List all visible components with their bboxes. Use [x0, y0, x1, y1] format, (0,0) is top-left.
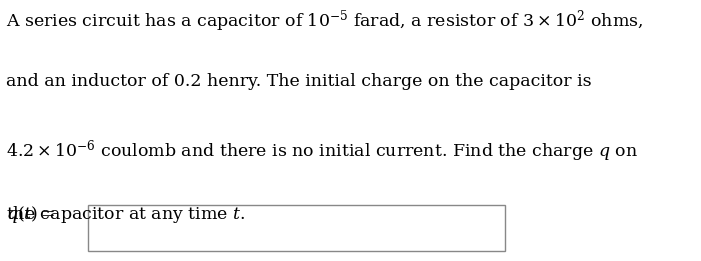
Text: the capacitor at any time $t$.: the capacitor at any time $t$. [6, 204, 245, 224]
Text: $4.2 \times 10^{-6}$ coulomb and there is no initial current. Find the charge $q: $4.2 \times 10^{-6}$ coulomb and there i… [6, 138, 638, 164]
Text: A series circuit has a capacitor of $10^{-5}$ farad, a resistor of $3 \times 10^: A series circuit has a capacitor of $10^… [6, 8, 643, 34]
FancyBboxPatch shape [88, 205, 505, 251]
Text: and an inductor of 0.2 henry. The initial charge on the capacitor is: and an inductor of 0.2 henry. The initia… [6, 73, 591, 90]
Text: $q(t) =$: $q(t) =$ [6, 204, 55, 225]
